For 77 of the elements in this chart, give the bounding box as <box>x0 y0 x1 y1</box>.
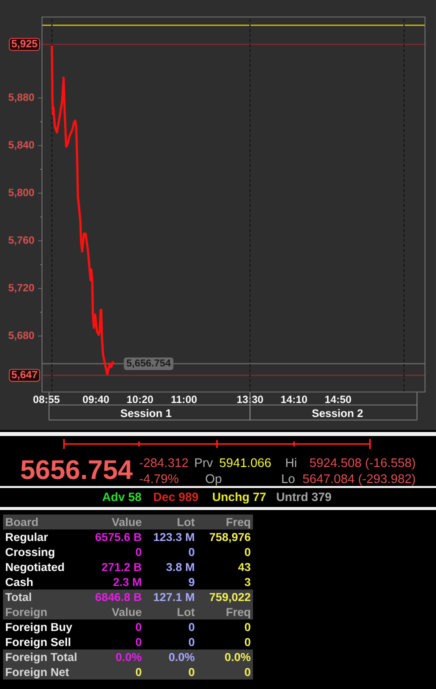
text: -284.312 <box>140 458 188 468</box>
text: 9 <box>188 578 194 586</box>
text: 3.8 M <box>166 562 194 572</box>
text: 0.0% <box>225 652 250 662</box>
y-tick-label: 5,800 <box>8 188 34 198</box>
text: 0 <box>244 622 250 632</box>
text: -4.79% <box>140 474 178 484</box>
text: 5941.066 <box>220 458 271 468</box>
text: Freq <box>226 518 250 528</box>
x-tick-label: 11:00 <box>171 396 197 404</box>
text: 0 <box>136 622 142 632</box>
text: Cash <box>6 578 33 586</box>
text: 123.3 M <box>154 532 194 542</box>
text: Lo <box>282 474 295 484</box>
x-axis-title: Session 1 <box>120 409 172 418</box>
text: 758,976 <box>210 532 250 543</box>
text: Untrd 379 <box>276 492 332 502</box>
text: 0 <box>244 668 250 676</box>
text: Foreign Buy <box>6 622 72 634</box>
text: 5656.754 <box>21 460 133 480</box>
text: Value <box>112 518 142 526</box>
text: Negotiated <box>6 562 64 574</box>
y-tick-label: 5,720 <box>8 284 34 293</box>
text: 0 <box>136 638 142 646</box>
text: Crossing <box>6 548 54 558</box>
line-series <box>50 44 115 376</box>
text: Unchg 77 <box>212 492 266 504</box>
x-tick-label: 14:10 <box>281 396 308 404</box>
ref-line-label: 5,925 <box>12 40 38 49</box>
x-tick-label: 09:40 <box>82 396 109 404</box>
text: 0.0% <box>116 652 142 662</box>
text: 0 <box>188 668 194 676</box>
text: Hi <box>286 458 296 467</box>
text: Foreign Total <box>6 652 76 664</box>
text: 0 <box>244 638 250 646</box>
x-tick-label: 10:20 <box>127 396 153 404</box>
text: 6846.8 B <box>96 592 142 602</box>
text: 759,022 <box>210 592 250 603</box>
text: Value <box>112 608 142 616</box>
text: Op <box>206 474 222 486</box>
x-tick-label: 14:50 <box>325 396 352 404</box>
text: Freq <box>226 608 250 618</box>
x-axis-title: Session 2 <box>312 409 363 418</box>
text: Lot <box>178 518 195 526</box>
ref-line-label: 5,647 <box>12 370 38 380</box>
text: 0.0% <box>169 652 194 662</box>
text: Foreign <box>6 608 47 618</box>
text: 0 <box>188 548 194 556</box>
text: 0 <box>136 548 142 556</box>
x-tick-label: 13:30 <box>237 396 263 404</box>
text: 6575.6 B <box>96 532 142 542</box>
text: 3 <box>244 578 250 586</box>
y-tick-label: 5,840 <box>8 141 34 150</box>
text: 127.1 M <box>154 592 194 601</box>
text: Total <box>5 592 32 602</box>
text: Regular <box>6 532 48 544</box>
text: 5647.084 (-293.982) <box>303 474 415 486</box>
ref-line-label: 5,656.754 <box>126 359 171 368</box>
text: Foreign Net <box>6 668 69 678</box>
text: Foreign Sell <box>6 638 70 648</box>
text: Board <box>6 518 38 526</box>
text: 2.3 M <box>113 578 142 586</box>
text: 43 <box>238 562 250 572</box>
y-tick-label: 5,680 <box>8 332 34 341</box>
text: Dec 989 <box>154 492 198 502</box>
text: Adv 58 <box>102 492 142 502</box>
text: Lot <box>178 608 195 616</box>
text: 0 <box>188 622 194 632</box>
x-tick-label: 08:55 <box>33 396 60 404</box>
text: Prv <box>195 458 213 467</box>
text: 271.2 B <box>102 562 142 571</box>
y-tick-label: 5,880 <box>8 93 34 102</box>
text: 0 <box>244 548 250 556</box>
text: 0 <box>188 638 194 646</box>
text: 0 <box>136 668 142 676</box>
text: 5924.508 (-16.558) <box>310 458 415 470</box>
y-tick-label: 5,760 <box>8 236 34 246</box>
